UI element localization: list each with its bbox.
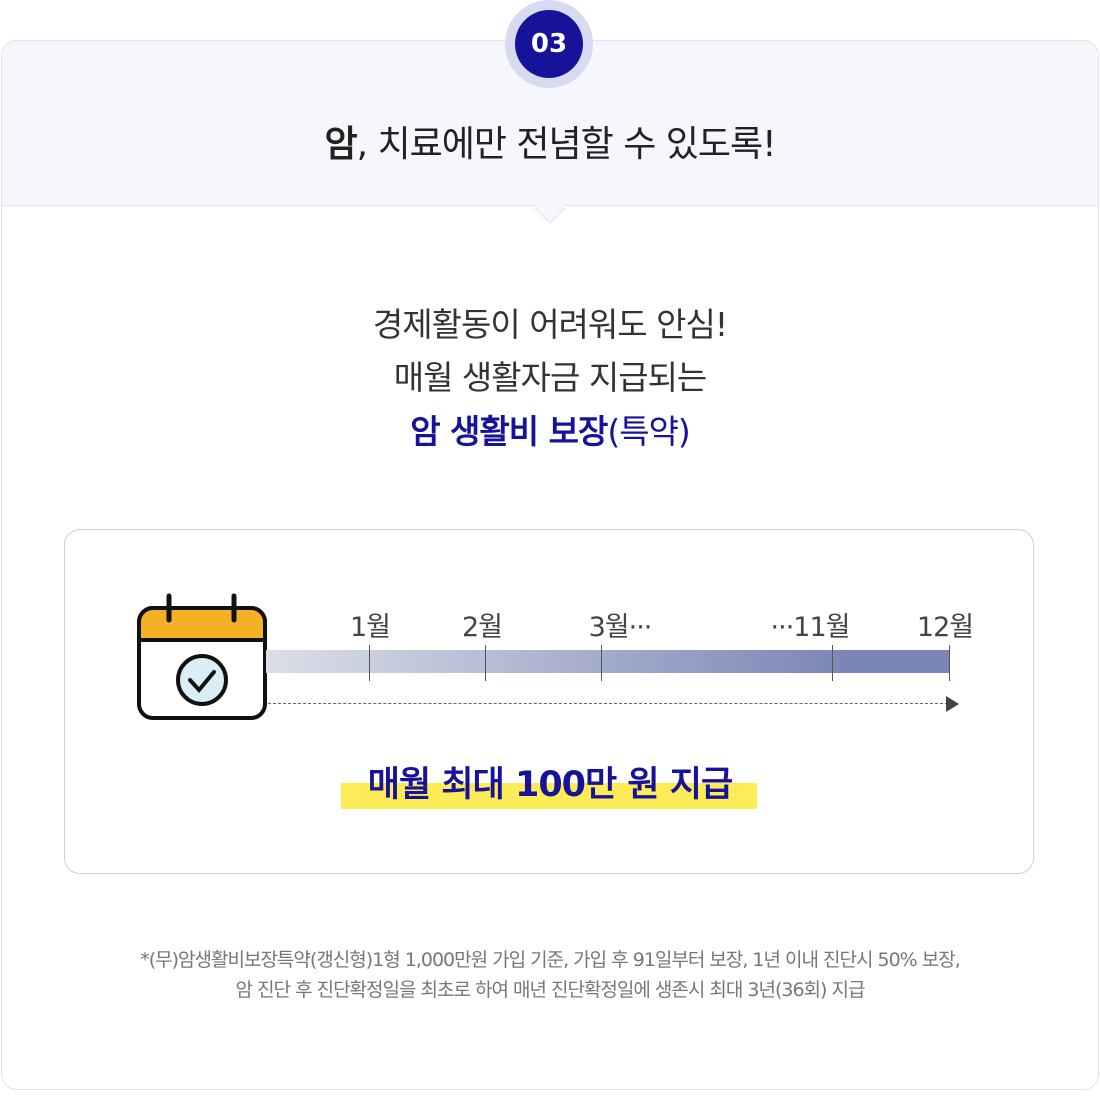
lead-line-1: 경제활동이 어려워도 안심! — [372, 305, 728, 344]
calendar-check-icon — [137, 593, 267, 720]
footnote-line-2: 암 진단 후 진단확정일을 최초로 하여 매년 진단확정일에 생존시 최대 3년… — [235, 979, 866, 1001]
tick — [832, 645, 833, 681]
lead-line-3: 암 생활비 보장(특약) — [0, 405, 1100, 453]
timeline-label: ···11월 — [770, 612, 851, 643]
card-title: 암, 치료에만 전념할 수 있도록! — [0, 115, 1100, 167]
timeline-bar — [266, 650, 949, 673]
timeline-label: 1월 — [349, 612, 391, 643]
text-highlight — [341, 783, 757, 809]
lead-line-2: 매월 생활자금 지급되는 — [393, 358, 708, 397]
timeline-box — [64, 529, 1034, 874]
payout-text: 매월 최대 100만 원 지급 — [367, 765, 733, 805]
tick — [369, 645, 370, 681]
title-bold: 암 — [324, 124, 357, 165]
tick — [949, 645, 950, 681]
step-number: 03 — [515, 10, 583, 78]
arrow-right-icon — [946, 696, 959, 712]
timeline-label: 3월··· — [588, 612, 653, 643]
dashed-arrow-line — [268, 703, 948, 704]
timeline-label: 2월 — [461, 612, 503, 643]
tick — [485, 645, 486, 681]
lead-highlight: 암 생활비 보장 — [410, 412, 608, 451]
tick — [601, 645, 602, 681]
footnote-line-1: *(무)암생활비보장특약(갱신형)1형 1,000만원 가입 기준, 가입 후 … — [140, 949, 961, 971]
lead-suffix: (특약) — [607, 412, 690, 451]
timeline-label: 12월 — [916, 612, 974, 643]
title-rest: , 치료에만 전념할 수 있도록! — [356, 124, 777, 165]
